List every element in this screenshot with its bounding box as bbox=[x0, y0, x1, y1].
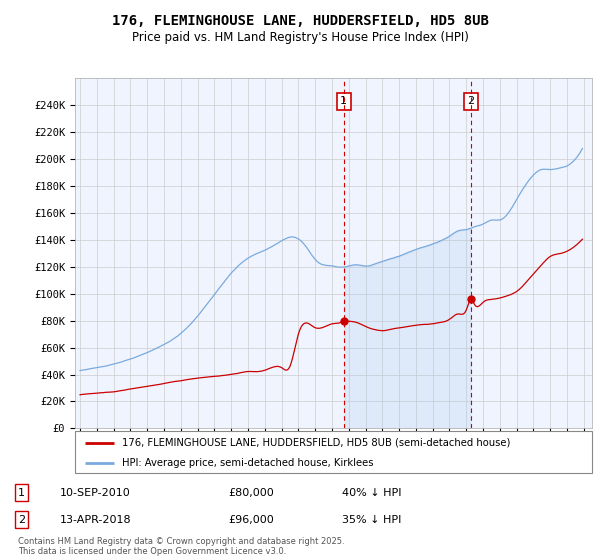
Text: 176, FLEMINGHOUSE LANE, HUDDERSFIELD, HD5 8UB (semi-detached house): 176, FLEMINGHOUSE LANE, HUDDERSFIELD, HD… bbox=[122, 438, 510, 448]
Text: 176, FLEMINGHOUSE LANE, HUDDERSFIELD, HD5 8UB: 176, FLEMINGHOUSE LANE, HUDDERSFIELD, HD… bbox=[112, 14, 488, 28]
Text: 1: 1 bbox=[340, 96, 347, 106]
Text: 1: 1 bbox=[18, 488, 25, 498]
Text: 2: 2 bbox=[467, 96, 475, 106]
Text: 13-APR-2018: 13-APR-2018 bbox=[60, 515, 131, 525]
Text: Price paid vs. HM Land Registry's House Price Index (HPI): Price paid vs. HM Land Registry's House … bbox=[131, 31, 469, 44]
Text: 2: 2 bbox=[18, 515, 25, 525]
FancyBboxPatch shape bbox=[75, 431, 592, 473]
Text: £80,000: £80,000 bbox=[228, 488, 274, 498]
Text: Contains HM Land Registry data © Crown copyright and database right 2025.
This d: Contains HM Land Registry data © Crown c… bbox=[18, 536, 344, 556]
Text: 10-SEP-2010: 10-SEP-2010 bbox=[60, 488, 131, 498]
Text: 40% ↓ HPI: 40% ↓ HPI bbox=[342, 488, 401, 498]
Text: HPI: Average price, semi-detached house, Kirklees: HPI: Average price, semi-detached house,… bbox=[122, 458, 373, 468]
Text: £96,000: £96,000 bbox=[228, 515, 274, 525]
Text: 35% ↓ HPI: 35% ↓ HPI bbox=[342, 515, 401, 525]
